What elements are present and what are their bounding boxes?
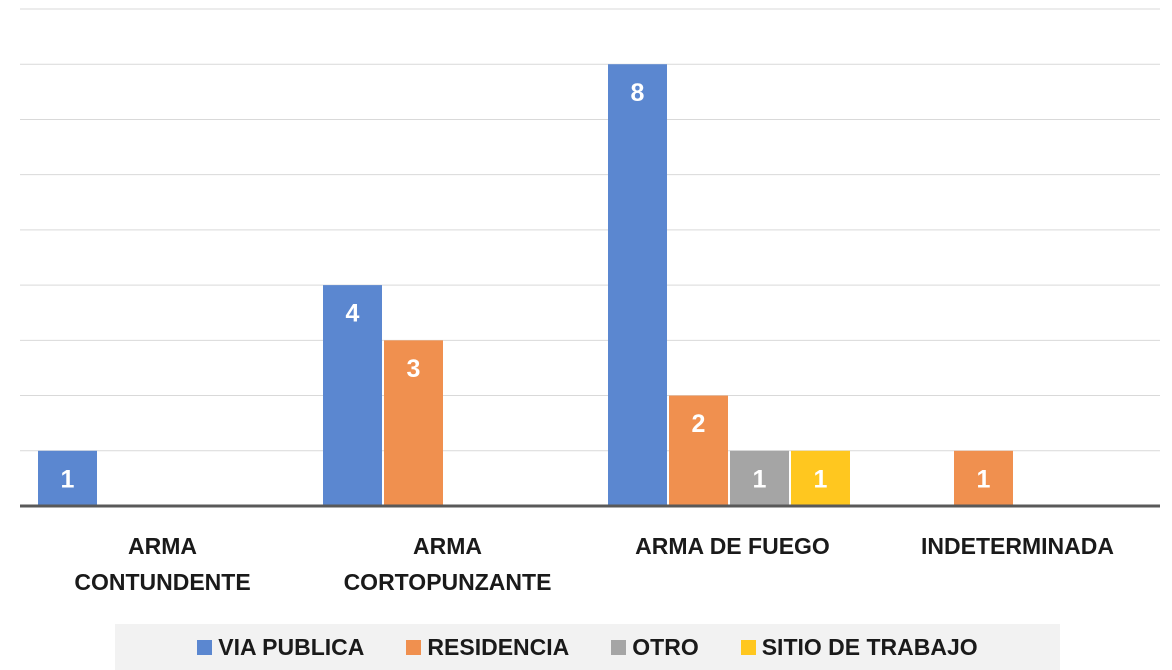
legend-label: RESIDENCIA [427, 633, 570, 660]
legend: VIA PUBLICA RESIDENCIA OTRO SITIO DE TRABAJ… [115, 624, 1060, 670]
legend-swatch [611, 639, 627, 655]
data-label: 8 [631, 79, 645, 107]
legend-label: SITIO DE TRABAJO [761, 633, 978, 660]
chart: 1 4 3 8 2 1 1 1 [20, 8, 1160, 508]
bar [384, 340, 443, 506]
data-label: 2 [692, 410, 706, 438]
x-tick-label: INDETERMINADA [921, 533, 1114, 559]
legend-swatch [740, 639, 756, 655]
legend-label: VIA PUBLICA [218, 633, 365, 660]
bar [608, 64, 667, 506]
data-label: 1 [977, 465, 991, 493]
bar [38, 450, 97, 506]
bar [791, 450, 850, 506]
data-label: 4 [346, 300, 360, 328]
bar [669, 395, 728, 506]
legend-item: OTRO [611, 633, 699, 661]
bar [730, 450, 789, 506]
x-tick-label: ARMA DE FUEGO [635, 533, 830, 559]
legend-item: VIA PUBLICA [197, 634, 364, 661]
data-label: 1 [61, 465, 75, 493]
data-label: 1 [753, 465, 767, 493]
legend-swatch [197, 639, 213, 655]
legend-label: OTRO [632, 633, 699, 660]
bar [323, 285, 382, 506]
data-label: 1 [814, 465, 828, 493]
legend-item: SITIO DE TRABAJO [740, 633, 978, 661]
bar [954, 450, 1013, 506]
legend-swatch [406, 639, 422, 655]
x-tick-label: ARMA CONTUNDENTE [74, 533, 251, 595]
legend-item: RESIDENCIA [406, 634, 569, 661]
data-label: 3 [407, 355, 421, 383]
x-tick-label: ARMA CORTOPUNZANTE [343, 533, 552, 595]
